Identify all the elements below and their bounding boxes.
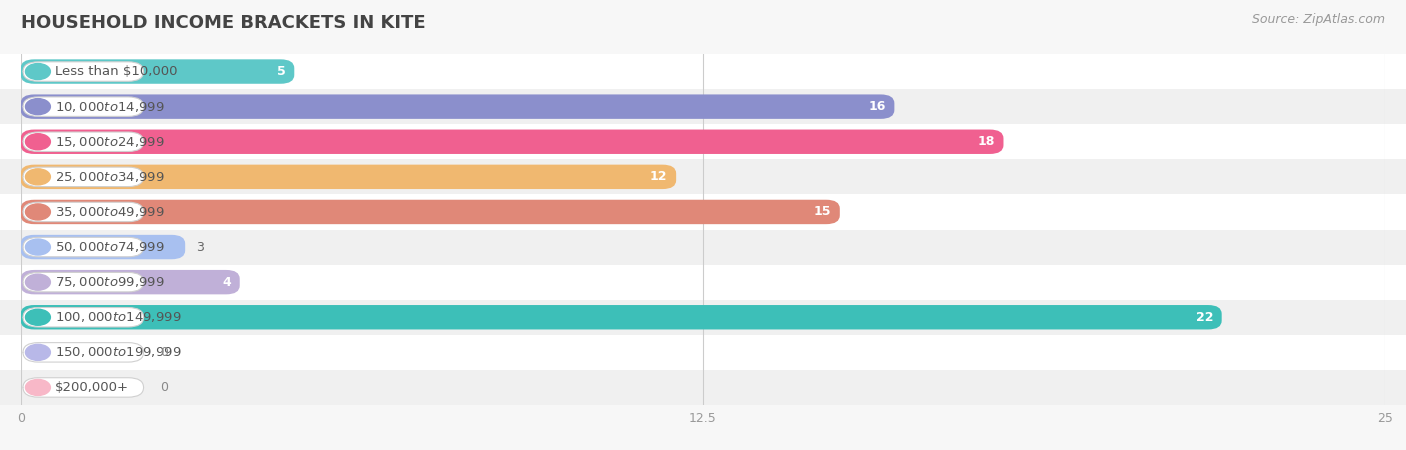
FancyBboxPatch shape	[21, 59, 294, 84]
Bar	[0, 194, 1406, 230]
Text: 3: 3	[195, 241, 204, 253]
Circle shape	[25, 239, 51, 255]
Text: 4: 4	[222, 276, 231, 288]
FancyBboxPatch shape	[22, 237, 143, 257]
FancyBboxPatch shape	[22, 202, 143, 222]
Circle shape	[25, 309, 51, 325]
Circle shape	[25, 344, 51, 360]
Text: 15: 15	[814, 206, 831, 218]
FancyBboxPatch shape	[21, 305, 1222, 329]
Text: $150,000 to $199,999: $150,000 to $199,999	[55, 345, 181, 360]
Circle shape	[25, 274, 51, 290]
Text: Source: ZipAtlas.com: Source: ZipAtlas.com	[1251, 14, 1385, 27]
FancyBboxPatch shape	[21, 130, 1004, 154]
FancyBboxPatch shape	[21, 235, 186, 259]
Text: 22: 22	[1195, 311, 1213, 324]
FancyBboxPatch shape	[21, 200, 839, 224]
Circle shape	[25, 169, 51, 185]
Text: 5: 5	[277, 65, 285, 78]
Text: $200,000+: $200,000+	[55, 381, 129, 394]
Bar	[0, 265, 1406, 300]
FancyBboxPatch shape	[21, 165, 676, 189]
Bar	[0, 335, 1406, 370]
FancyBboxPatch shape	[22, 97, 143, 117]
Text: $35,000 to $49,999: $35,000 to $49,999	[55, 205, 165, 219]
Text: 0: 0	[160, 381, 169, 394]
FancyBboxPatch shape	[21, 94, 894, 119]
Bar	[0, 159, 1406, 194]
Text: $100,000 to $149,999: $100,000 to $149,999	[55, 310, 181, 324]
FancyBboxPatch shape	[22, 378, 143, 397]
Circle shape	[25, 134, 51, 150]
Bar	[0, 89, 1406, 124]
Circle shape	[25, 99, 51, 115]
FancyBboxPatch shape	[21, 270, 240, 294]
FancyBboxPatch shape	[22, 62, 143, 81]
FancyBboxPatch shape	[22, 167, 143, 187]
Text: $50,000 to $74,999: $50,000 to $74,999	[55, 240, 165, 254]
Circle shape	[25, 204, 51, 220]
Circle shape	[25, 63, 51, 80]
FancyBboxPatch shape	[22, 132, 143, 152]
FancyBboxPatch shape	[22, 307, 143, 327]
FancyBboxPatch shape	[22, 342, 143, 362]
Text: $15,000 to $24,999: $15,000 to $24,999	[55, 135, 165, 149]
Text: $10,000 to $14,999: $10,000 to $14,999	[55, 99, 165, 114]
Text: 16: 16	[869, 100, 886, 113]
Text: 12: 12	[650, 171, 668, 183]
Bar	[0, 124, 1406, 159]
Text: HOUSEHOLD INCOME BRACKETS IN KITE: HOUSEHOLD INCOME BRACKETS IN KITE	[21, 14, 426, 32]
Bar	[0, 370, 1406, 405]
Text: $75,000 to $99,999: $75,000 to $99,999	[55, 275, 165, 289]
FancyBboxPatch shape	[22, 272, 143, 292]
Text: Less than $10,000: Less than $10,000	[55, 65, 177, 78]
Text: $25,000 to $34,999: $25,000 to $34,999	[55, 170, 165, 184]
Bar	[0, 54, 1406, 89]
Bar	[0, 230, 1406, 265]
Text: 18: 18	[977, 135, 995, 148]
Text: 0: 0	[160, 346, 169, 359]
Circle shape	[25, 379, 51, 396]
Bar	[0, 300, 1406, 335]
